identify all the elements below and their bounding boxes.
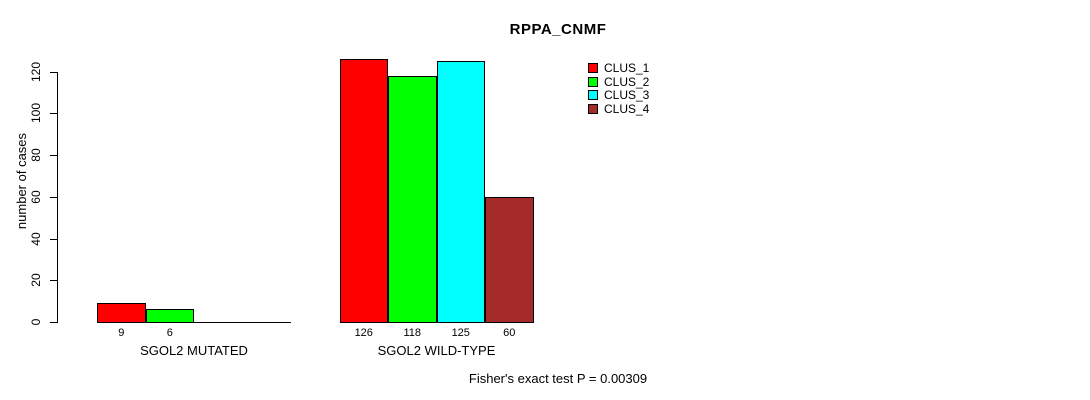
bar-clus-1-sgol2-mutated — [97, 303, 146, 323]
legend-item-clus-4: CLUS_4 — [588, 103, 649, 115]
bar-value-label-clus-1-sgol2-wild-type: 126 — [354, 327, 373, 339]
y-axis-tick — [50, 322, 57, 323]
bar-value-label-clus-2-sgol2-mutated: 6 — [166, 327, 173, 339]
group-label-sgol2-wild-type: SGOL2 WILD-TYPE — [377, 343, 496, 358]
y-axis-tick — [50, 113, 57, 115]
y-axis-tick-label: 40 — [29, 231, 43, 246]
bar-value-label-clus-1-sgol2-mutated: 9 — [118, 327, 125, 339]
bar-clus-2-sgol2-mutated — [145, 309, 194, 323]
legend-label-clus-4: CLUS_4 — [604, 101, 650, 116]
y-axis-tick — [50, 155, 57, 156]
y-axis-tick-label: 0 — [29, 318, 43, 326]
y-axis-tick — [50, 280, 57, 282]
y-axis-tick-label: 60 — [29, 190, 43, 204]
group-label-sgol2-mutated: SGOL2 MUTATED — [140, 343, 248, 358]
y-axis-tick-label: 80 — [29, 148, 43, 162]
legend-color-swatch-clus-3 — [588, 90, 598, 100]
y-axis-tick-label: 20 — [29, 273, 43, 287]
legend-label-clus-3: CLUS_3 — [604, 88, 650, 102]
annotation-text: Fisher's exact test P = 0.00309 — [468, 371, 648, 386]
legend-label-clus-1: CLUS_1 — [604, 61, 650, 75]
bar-clus-1-sgol2-wild-type — [339, 58, 388, 323]
legend-color-swatch-clus-4 — [588, 103, 598, 114]
bar-value-label-clus-3-sgol2-wild-type: 125 — [451, 327, 470, 339]
y-axis-tick — [50, 71, 57, 73]
bar-value-label-clus-4-sgol2-wild-type: 60 — [503, 327, 516, 339]
legend-label-clus-2: CLUS_2 — [604, 74, 650, 89]
bar-value-label-clus-2-sgol2-wild-type: 118 — [403, 327, 422, 339]
y-axis-tick-label: 120 — [29, 61, 43, 82]
legend-item-clus-1: CLUS_1 — [588, 62, 649, 74]
bar-clus-3-sgol2-wild-type — [436, 61, 485, 323]
y-axis-tick — [50, 196, 57, 198]
y-axis-tick-label: 100 — [29, 103, 43, 124]
chart-title: RPPA_CNMF — [509, 21, 607, 38]
y-axis-tick — [50, 238, 57, 240]
bar-clus-2-sgol2-wild-type — [388, 75, 437, 323]
legend-color-swatch-clus-2 — [588, 76, 598, 87]
y-axis-line — [57, 71, 58, 323]
legend-item-clus-3: CLUS_3 — [588, 89, 649, 101]
bar-clus-4-sgol2-wild-type — [485, 196, 534, 323]
legend-color-swatch-clus-1 — [588, 63, 598, 73]
group-baseline-sgol2-mutated — [97, 322, 291, 323]
legend-item-clus-2: CLUS_2 — [588, 76, 649, 88]
